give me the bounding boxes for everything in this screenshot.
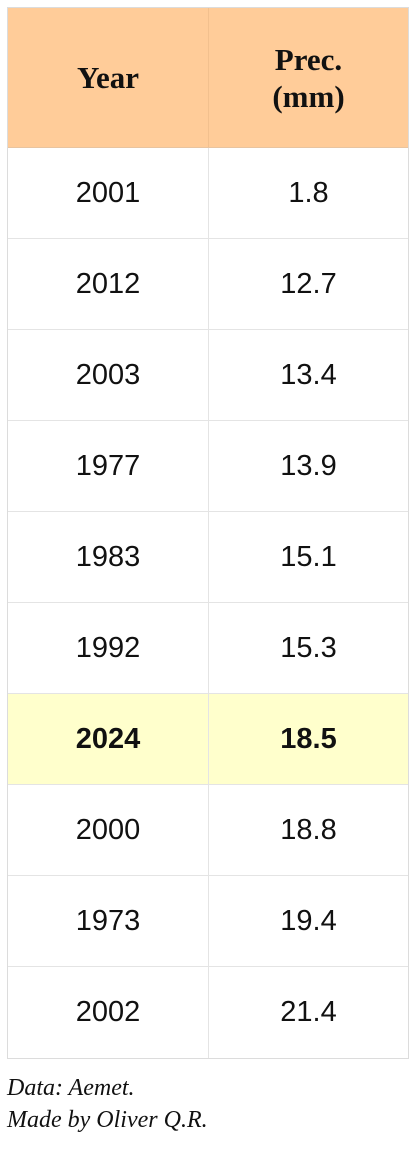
year-cell: 1973 [8, 876, 209, 966]
precipitation-cell: 19.4 [280, 904, 337, 937]
table-row: 2012 12.7 [8, 239, 408, 330]
data-source-note: Data: Aemet. [7, 1075, 135, 1101]
precipitation-cell: 15.1 [280, 540, 337, 573]
author-credit: Made by Oliver Q.R. [7, 1107, 208, 1133]
precipitation-cell: 18.5 [280, 722, 337, 755]
table-row: 1992 15.3 [8, 603, 408, 694]
precipitation-cell: 12.7 [280, 267, 337, 300]
header-precipitation-line2: (mm) [272, 78, 345, 114]
year-cell: 2024 [8, 694, 209, 784]
year-cell: 1983 [8, 512, 209, 602]
header-precipitation-line1: Prec. [274, 41, 343, 77]
table-row: 1977 13.9 [8, 421, 408, 512]
header-precipitation: Prec. (mm) [209, 8, 408, 147]
precipitation-cell: 1.8 [288, 176, 329, 209]
table-row: 2002 21.4 [8, 967, 408, 1058]
precipitation-table: Year Prec. (mm) 2001 1.8 2012 12.7 2003 13.4 1… [7, 7, 409, 1059]
precipitation-cell: 15.3 [280, 631, 337, 664]
header-year: Year [8, 8, 209, 147]
table-row: 2001 1.8 [8, 148, 408, 239]
year-cell: 2012 [8, 239, 209, 329]
table-row: 2000 18.8 [8, 785, 408, 876]
table-row: 1983 15.1 [8, 512, 408, 603]
table-header-row: Year Prec. (mm) [8, 8, 408, 148]
precipitation-cell: 18.8 [280, 813, 337, 846]
year-cell: 2001 [8, 148, 209, 238]
footer-notes: Data: Aemet. Made by Oliver Q.R. [7, 1072, 208, 1136]
precipitation-cell: 13.9 [280, 449, 337, 482]
precipitation-cell: 21.4 [280, 996, 337, 1028]
table-row-highlighted: 2024 18.5 [8, 694, 408, 785]
table-row: 2003 13.4 [8, 330, 408, 421]
year-cell: 2000 [8, 785, 209, 875]
year-cell: 1977 [8, 421, 209, 511]
year-cell: 1992 [8, 603, 209, 693]
table-row: 1973 19.4 [8, 876, 408, 967]
year-cell: 2002 [8, 967, 209, 1058]
precipitation-cell: 13.4 [280, 358, 337, 391]
year-cell: 2003 [8, 330, 209, 420]
table-body: 2001 1.8 2012 12.7 2003 13.4 1977 13.9 1983 15.1 1… [8, 148, 408, 1058]
